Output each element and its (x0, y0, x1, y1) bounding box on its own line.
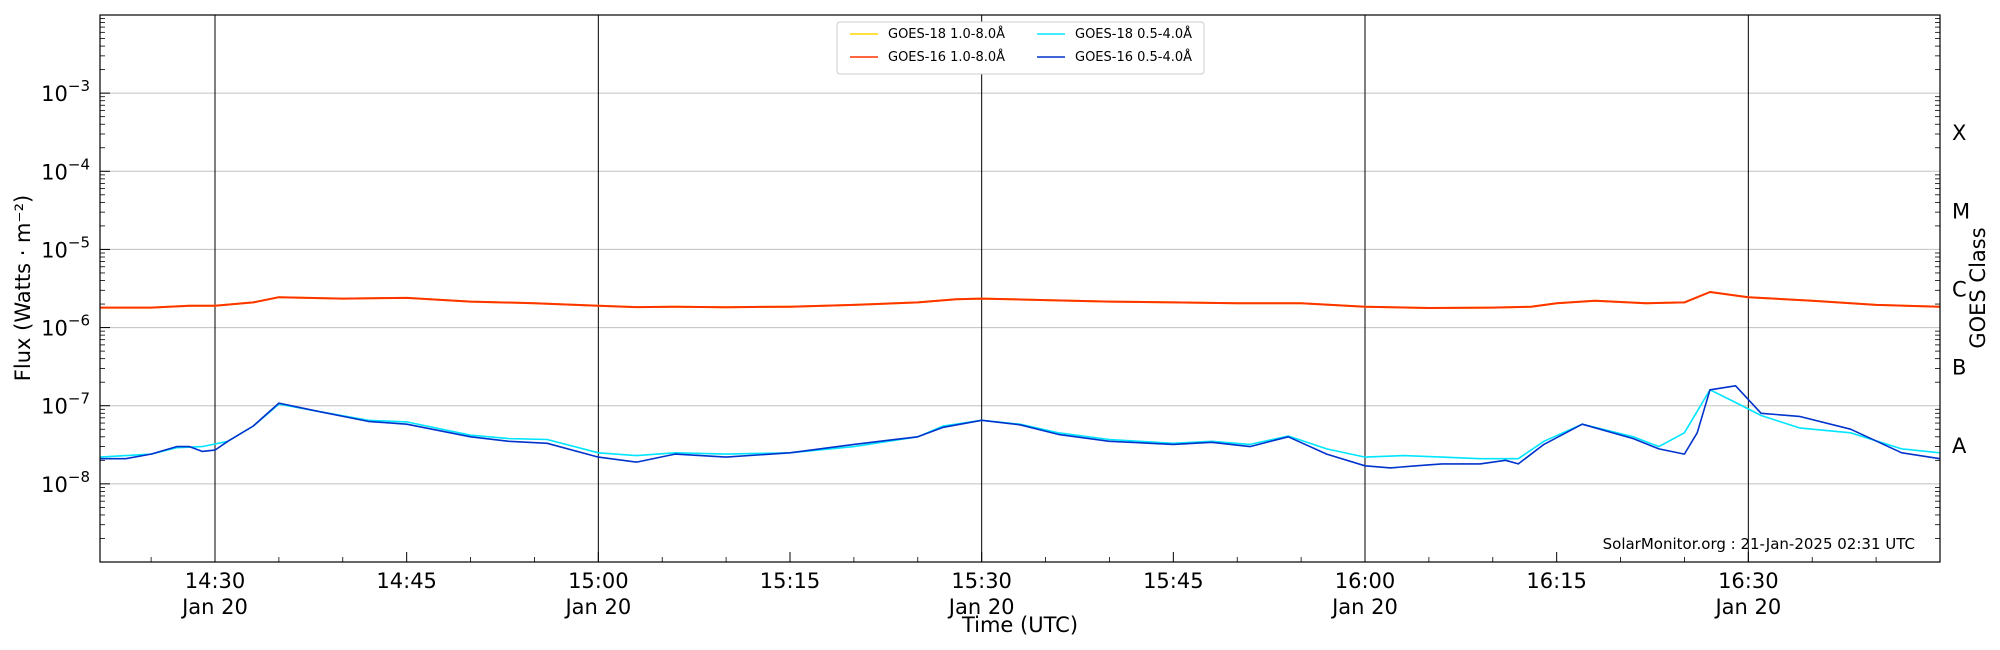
y-tick-label: 10−4 (41, 155, 90, 184)
series-line-4 (100, 384, 1941, 469)
x-tick-label: 15:30 (951, 569, 1012, 593)
legend-label: GOES-18 1.0-8.0Å (888, 26, 1005, 42)
y-tick-label: 10−3 (41, 77, 90, 106)
y-tick-labels: 10−8 10−7 10−6 10−5 10−4 10−3 (41, 77, 90, 497)
goes-class-x: X (1952, 121, 1966, 145)
x-tick-date-label: Jan 20 (1713, 595, 1781, 619)
goes-class-b: B (1952, 356, 1966, 380)
x-tick-date-label: Jan 20 (947, 595, 1015, 619)
goes-class-c: C (1952, 278, 1967, 302)
goes-class-labels: A B C M X (1952, 121, 1970, 458)
x-tick-label: 16:00 (1335, 569, 1396, 593)
y-tick-label: 10−5 (41, 233, 90, 262)
plot-frame (99, 14, 1941, 563)
x-tick-date-label: Jan 20 (180, 595, 248, 619)
series-line-3 (100, 291, 1941, 309)
x-tick-date-label: Jan 20 (1330, 595, 1398, 619)
x-axis-title: Time (UTC) (961, 613, 1078, 637)
y-tick-label: 10−7 (41, 390, 90, 419)
legend-box (836, 21, 1205, 75)
x-tick-label: 14:30 (185, 569, 246, 593)
x-tick-label: 14:45 (376, 569, 437, 593)
y-tick-label: 10−8 (41, 468, 90, 497)
grid-layer (100, 92, 1940, 485)
y-axis-title: Flux (Watts · m⁻²) (11, 195, 35, 381)
x-tick-label: 15:15 (760, 569, 821, 593)
x-tick-label: 16:15 (1526, 569, 1587, 593)
legend: GOES-18 1.0-8.0Å GOES-16 1.0-8.0Å GOES-18 … (836, 21, 1205, 75)
x-tick-label: 15:00 (568, 569, 629, 593)
legend-label: GOES-16 1.0-8.0Å (888, 49, 1005, 65)
y-tick-label: 10−6 (41, 312, 90, 341)
y2-axis-title: GOES Class (1966, 227, 1990, 348)
credit-text: SolarMonitor.org : 21-Jan-2025 02:31 UTC (1603, 535, 1915, 553)
legend-label: GOES-18 0.5-4.0Å (1075, 26, 1192, 42)
major-time-lines (214, 15, 1749, 562)
x-tick-label: 15:45 (1143, 569, 1204, 593)
tick-layer (100, 18, 1940, 562)
series-layer (99, 291, 1941, 469)
x-tick-date-label: Jan 20 (563, 595, 631, 619)
goes-class-m: M (1952, 199, 1970, 223)
x-tick-label: 16:30 (1718, 569, 1779, 593)
goes-class-a: A (1952, 434, 1967, 458)
legend-label: GOES-16 0.5-4.0Å (1075, 49, 1192, 65)
